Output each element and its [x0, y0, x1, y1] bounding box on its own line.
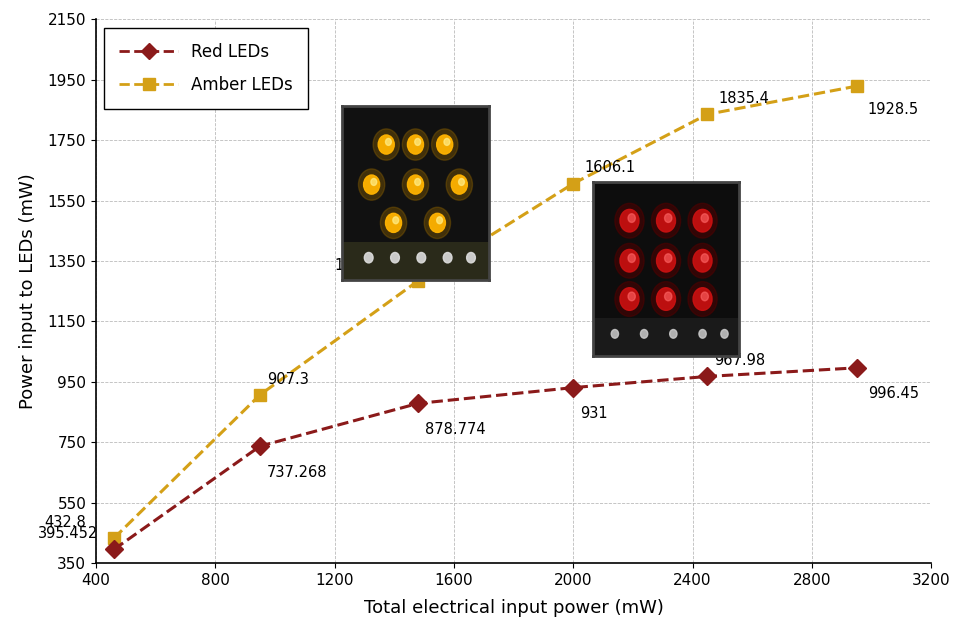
- Text: 737.268: 737.268: [267, 465, 327, 480]
- Text: 1928.5: 1928.5: [868, 102, 919, 117]
- Line: Red LEDs: Red LEDs: [108, 362, 863, 556]
- Red LEDs: [851, 364, 862, 372]
- Text: 395.452: 395.452: [37, 526, 98, 541]
- Text: 1835.4: 1835.4: [719, 91, 770, 106]
- Amber LEDs: [567, 180, 579, 188]
- X-axis label: Total electrical input power (mW): Total electrical input power (mW): [364, 599, 663, 617]
- Red LEDs: [567, 384, 579, 392]
- Amber LEDs: [413, 277, 424, 285]
- Text: 967.98: 967.98: [714, 353, 765, 369]
- Red LEDs: [413, 399, 424, 407]
- Amber LEDs: [851, 83, 862, 90]
- Red LEDs: [702, 372, 713, 380]
- Legend: Red LEDs, Amber LEDs: Red LEDs, Amber LEDs: [105, 28, 308, 109]
- Text: 907.3: 907.3: [267, 372, 309, 387]
- Amber LEDs: [702, 111, 713, 118]
- Y-axis label: Power input to LEDs (mW): Power input to LEDs (mW): [18, 173, 36, 409]
- Amber LEDs: [108, 534, 120, 542]
- Red LEDs: [254, 442, 266, 450]
- Text: 1606.1: 1606.1: [585, 161, 636, 175]
- Text: 878.774: 878.774: [425, 422, 486, 437]
- Text: 931: 931: [580, 406, 608, 421]
- Text: 1284.4: 1284.4: [335, 258, 386, 273]
- Text: 996.45: 996.45: [868, 387, 919, 401]
- Amber LEDs: [254, 391, 266, 399]
- Red LEDs: [108, 546, 120, 554]
- Text: 432.8: 432.8: [44, 515, 86, 530]
- Line: Amber LEDs: Amber LEDs: [108, 80, 863, 545]
